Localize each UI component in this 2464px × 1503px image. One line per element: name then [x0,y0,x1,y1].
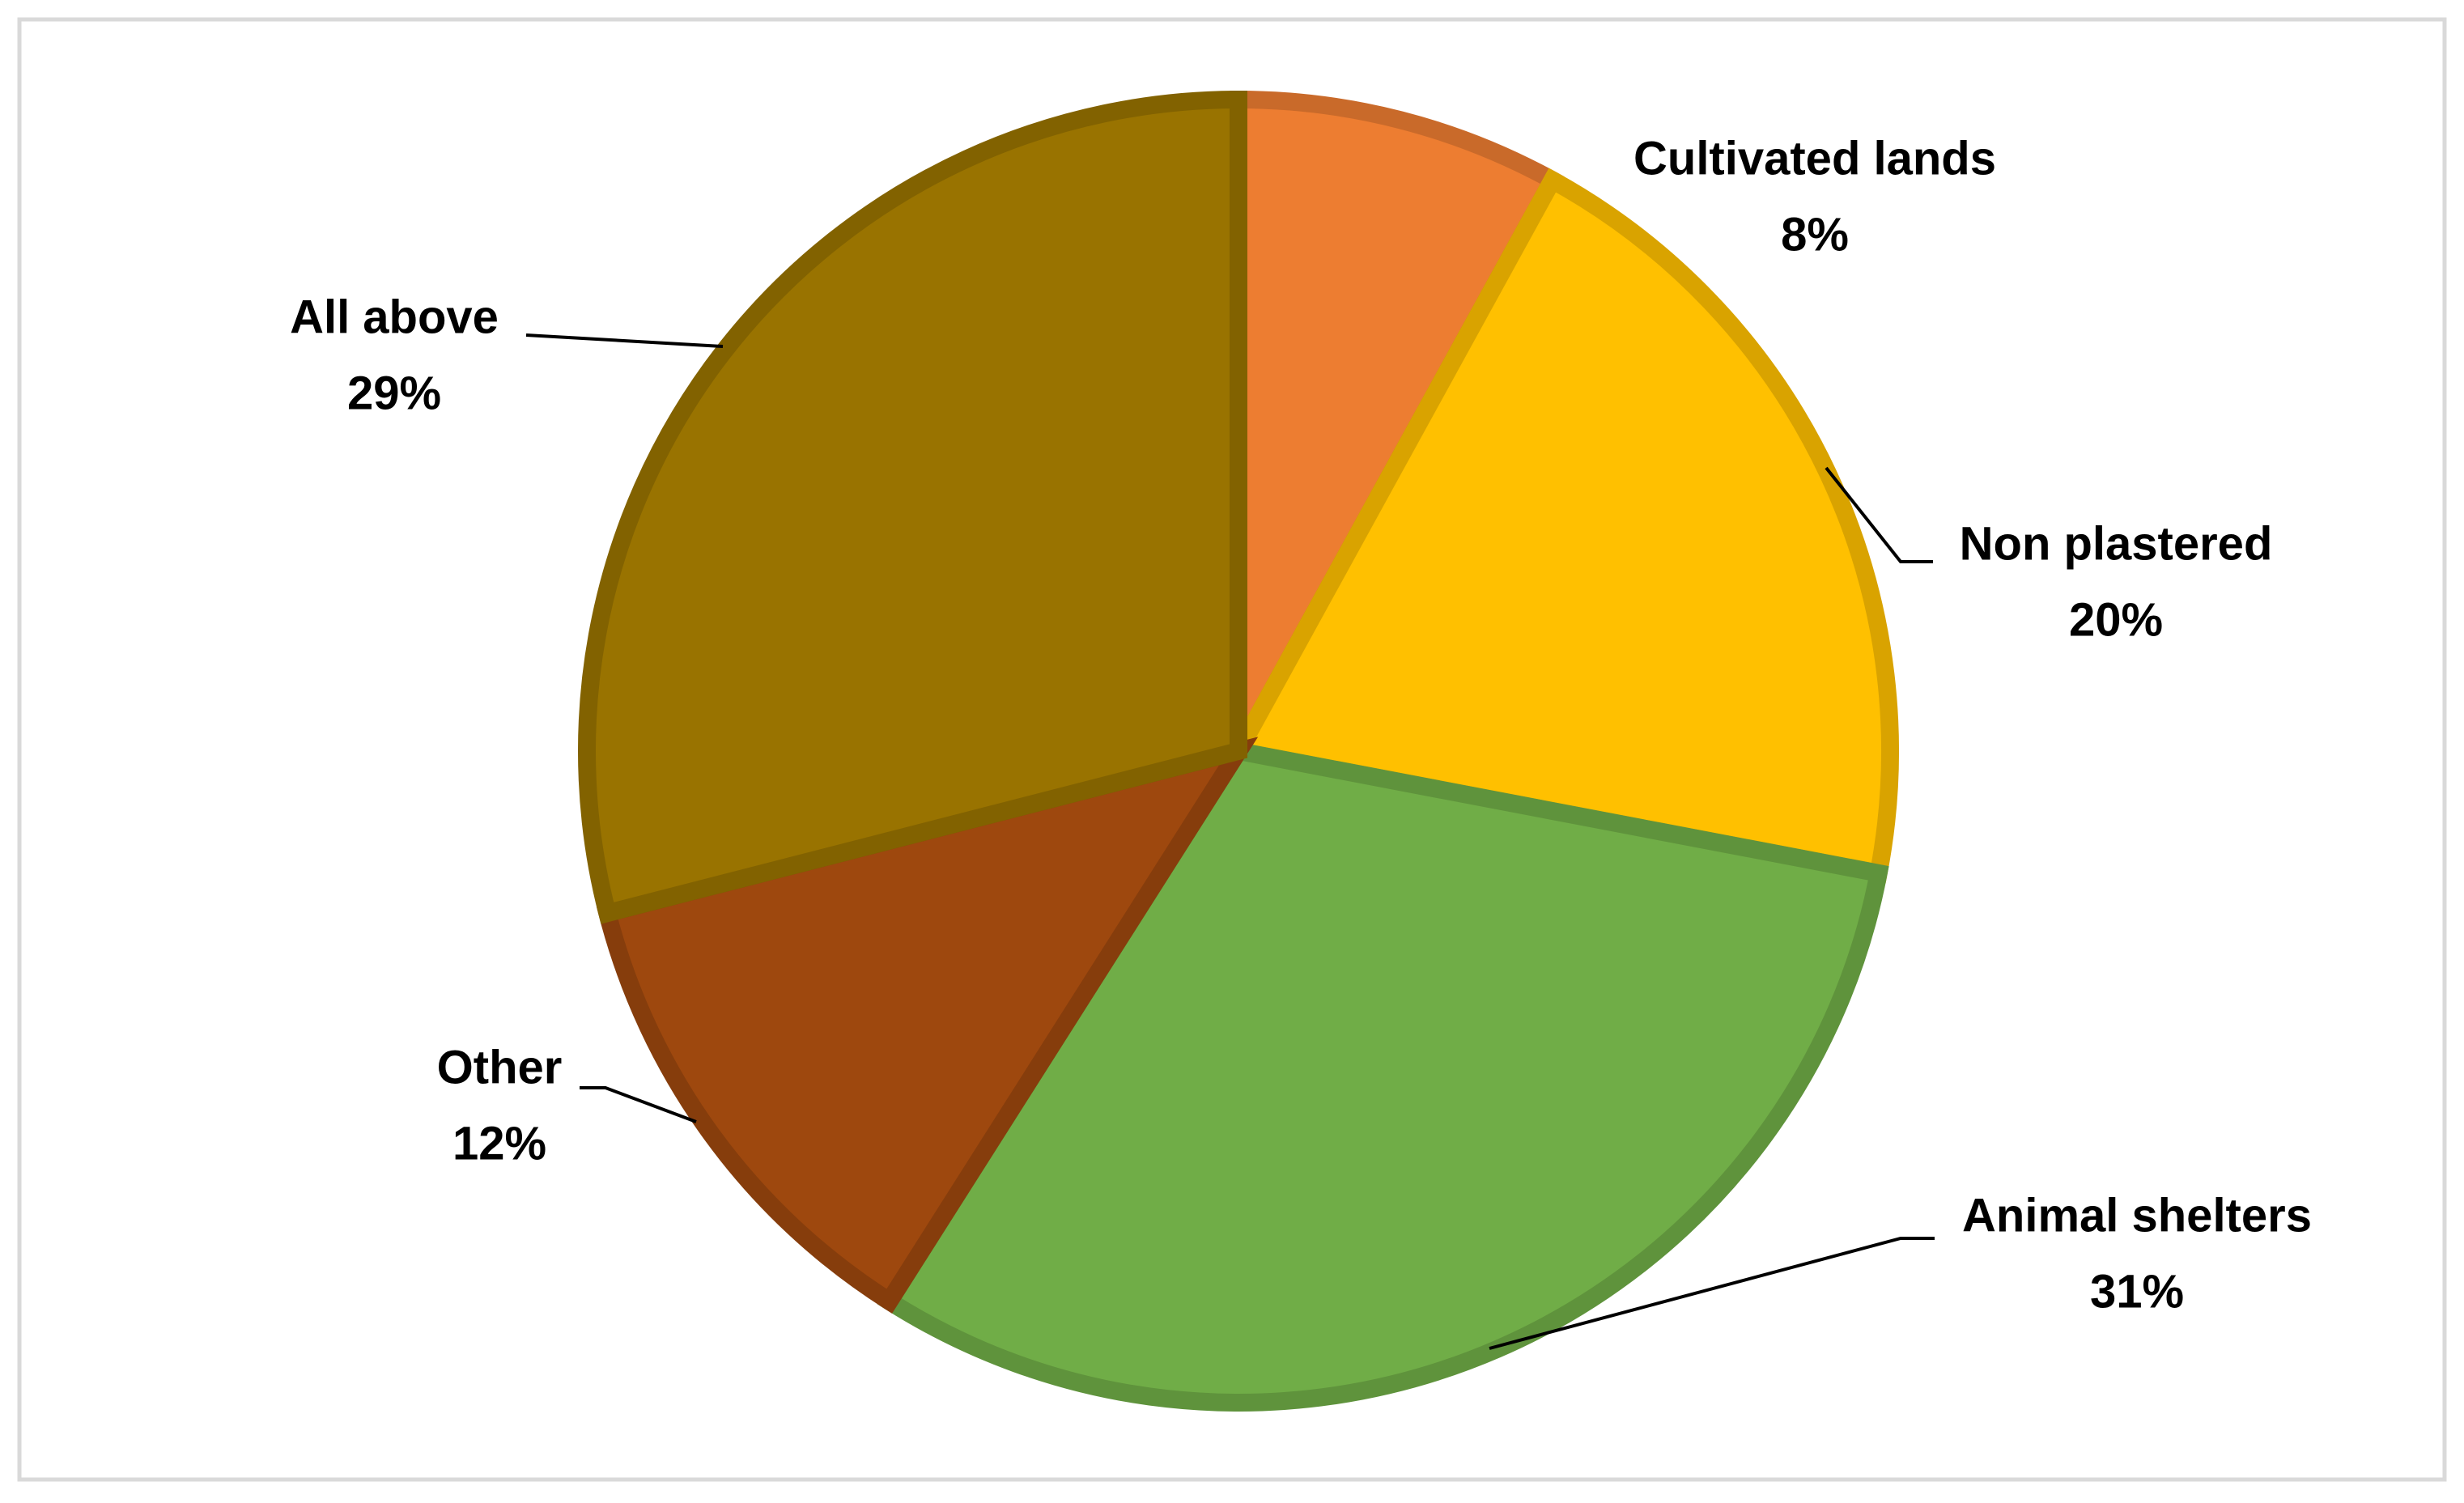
pie-slice [1225,168,1899,884]
leader-line [525,333,724,348]
pie-slice [1230,90,1565,756]
leader-line [1825,466,1933,563]
slice-value-label: 20% [2069,593,2163,646]
slice-value-label: 8% [1781,208,1849,261]
slice-label: Other [437,1041,563,1093]
slice-label: Cultivated lands [1633,132,1996,185]
slice-value-label: 31% [2090,1265,2184,1318]
leader-line [580,1086,697,1123]
slice-value-label: 29% [347,367,441,419]
slice-value-label: 12% [452,1117,546,1170]
pie-slice [578,90,1247,924]
leader-line [1489,1237,1935,1350]
slice-label: Animal shelters [1962,1189,2312,1242]
pie-slice [596,737,1259,1314]
slice-label: All above [290,291,499,343]
slice-label: Non plastered [1960,517,2273,570]
